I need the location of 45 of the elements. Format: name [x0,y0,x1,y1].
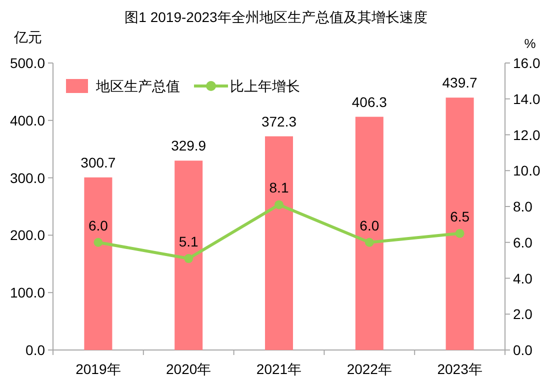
y-tick-label: 500.0 [10,55,46,71]
point [274,200,284,210]
data-label: 5.1 [178,234,199,250]
data-label: 406.3 [352,94,388,110]
y2-tick-label: 14.0 [513,90,540,107]
y2-axis-title: % [524,36,536,51]
data-label: 6.0 [88,217,108,234]
bar [84,177,112,350]
data-label: 6.0 [360,217,380,234]
x-tick-label: 2022年 [346,361,392,377]
y2-tick-label: 0.0 [513,342,533,358]
x-tick-label: 2021年 [256,361,302,377]
bar [174,160,203,350]
y-tick-label: 0.0 [26,342,46,358]
y2-tick-label: 4.0 [513,270,533,286]
y2-tick-label: 8.0 [513,198,533,214]
x-tick-label: 2023年 [437,361,482,377]
y-axis-title: 亿元 [13,29,42,45]
data-label: 329.9 [171,138,206,154]
y2-tick-label: 2.0 [513,306,533,322]
data-label: 439.7 [442,74,478,91]
point [364,238,374,247]
legend-label: 地区生产总值 [95,78,180,94]
point [94,238,103,247]
data-label: 6.5 [450,208,470,224]
x-tick-label: 2019年 [76,361,121,377]
y-tick-label: 400.0 [10,112,46,128]
data-label: 300.7 [80,154,116,170]
point [455,228,464,238]
y2-tick-label: 6.0 [513,234,533,250]
y2-tick-label: 16.0 [513,55,540,71]
y2-tick-label: 10.0 [513,162,540,179]
point [184,254,194,264]
y-tick-label: 200.0 [10,227,46,244]
y2-tick-label: 12.0 [513,126,540,143]
data-label: 372.3 [261,113,297,130]
y-tick-label: 300.0 [10,170,46,186]
x-tick-label: 2020年 [166,361,212,377]
bar [446,98,474,350]
bar [265,136,293,350]
bar [355,116,384,350]
data-label: 8.1 [269,180,289,196]
chart-title: 图1 2019-2023年全州地区生产总值及其增长速度 [124,9,428,25]
y-tick-label: 100.0 [10,284,46,301]
legend-label: 比上年增长 [230,78,300,94]
